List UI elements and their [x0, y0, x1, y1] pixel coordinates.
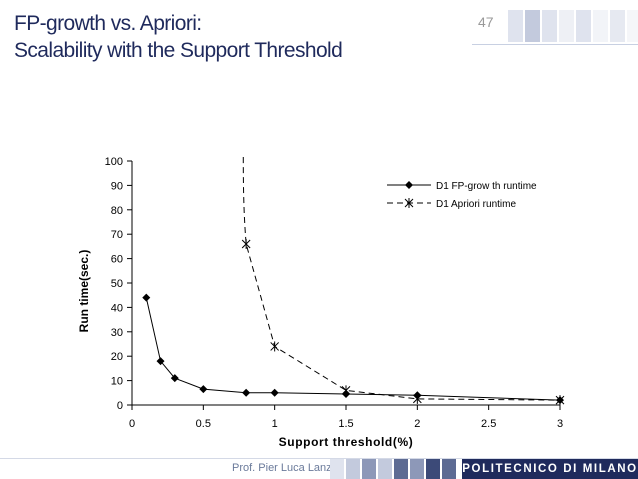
- y-tick-label: 10: [111, 376, 123, 388]
- x-tick-label: 3: [557, 418, 563, 430]
- data-point-star: [404, 198, 414, 208]
- footer-brand: POLITECNICO DI MILANO: [462, 459, 638, 479]
- legend-label: D1 Apriori runtime: [436, 199, 516, 210]
- series-2: [241, 156, 565, 406]
- slide-title: FP-growth vs. Apriori: Scalability with …: [14, 10, 343, 64]
- slide-title-line2: Scalability with the Support Threshold: [14, 39, 343, 62]
- x-tick-label: 1: [272, 418, 278, 430]
- data-point-diamond: [199, 385, 208, 394]
- header-rule: [472, 44, 638, 45]
- data-point-diamond: [170, 374, 179, 383]
- y-tick-label: 50: [111, 278, 123, 290]
- legend-item-1: D1 FP-grow th runtime: [387, 181, 537, 192]
- x-tick-label: 0.5: [196, 418, 211, 430]
- data-point-diamond: [242, 388, 251, 397]
- chart-legend: D1 FP-grow th runtime D1 Apriori runtime: [387, 181, 537, 210]
- data-point-star: [412, 393, 422, 404]
- y-axis-title: Run time(sec.): [77, 250, 91, 333]
- x-tick-label: 0: [129, 418, 135, 430]
- x-tick-label: 2: [414, 418, 420, 430]
- y-tick-label: 100: [105, 156, 123, 168]
- data-point-diamond: [270, 388, 279, 397]
- data-point-star: [341, 385, 351, 396]
- footer-author: Prof. Pier Luca Lanzi: [232, 462, 335, 474]
- y-tick-label: 90: [111, 180, 123, 192]
- footer-decoration: [330, 459, 638, 479]
- legend-label: D1 FP-grow th runtime: [436, 181, 537, 192]
- y-tick-label: 40: [111, 302, 123, 314]
- data-point-star: [555, 395, 565, 406]
- legend-item-2: D1 Apriori runtime: [387, 198, 516, 210]
- data-point-diamond: [156, 357, 165, 366]
- x-tick-label: 1.5: [338, 418, 353, 430]
- y-tick-label: 80: [111, 205, 123, 217]
- data-point-star: [270, 341, 280, 352]
- data-point-diamond: [142, 293, 151, 302]
- data-point-star: [241, 238, 251, 249]
- slide-number: 47: [478, 14, 494, 30]
- y-tick-label: 30: [111, 327, 123, 339]
- y-tick-label: 70: [111, 229, 123, 241]
- y-tick-label: 60: [111, 254, 123, 266]
- chart-axes: 0 10 20 30 40 50 60 70 80 90 100 0 0.5 1 1.5 2 2.5 3 Suppo…: [77, 156, 563, 449]
- y-tick-label: 0: [117, 400, 123, 412]
- series-line: [145, 297, 561, 401]
- slide-title-line1: FP-growth vs. Apriori:: [14, 12, 202, 35]
- x-axis-title: Support threshold(%): [279, 435, 414, 449]
- series-1: [142, 293, 564, 405]
- y-tick-label: 20: [111, 351, 123, 363]
- footer-rule: [0, 458, 638, 459]
- data-point-diamond: [405, 181, 413, 189]
- chart-series: [142, 156, 565, 406]
- series-line: [242, 156, 561, 401]
- x-tick-label: 2.5: [481, 418, 496, 430]
